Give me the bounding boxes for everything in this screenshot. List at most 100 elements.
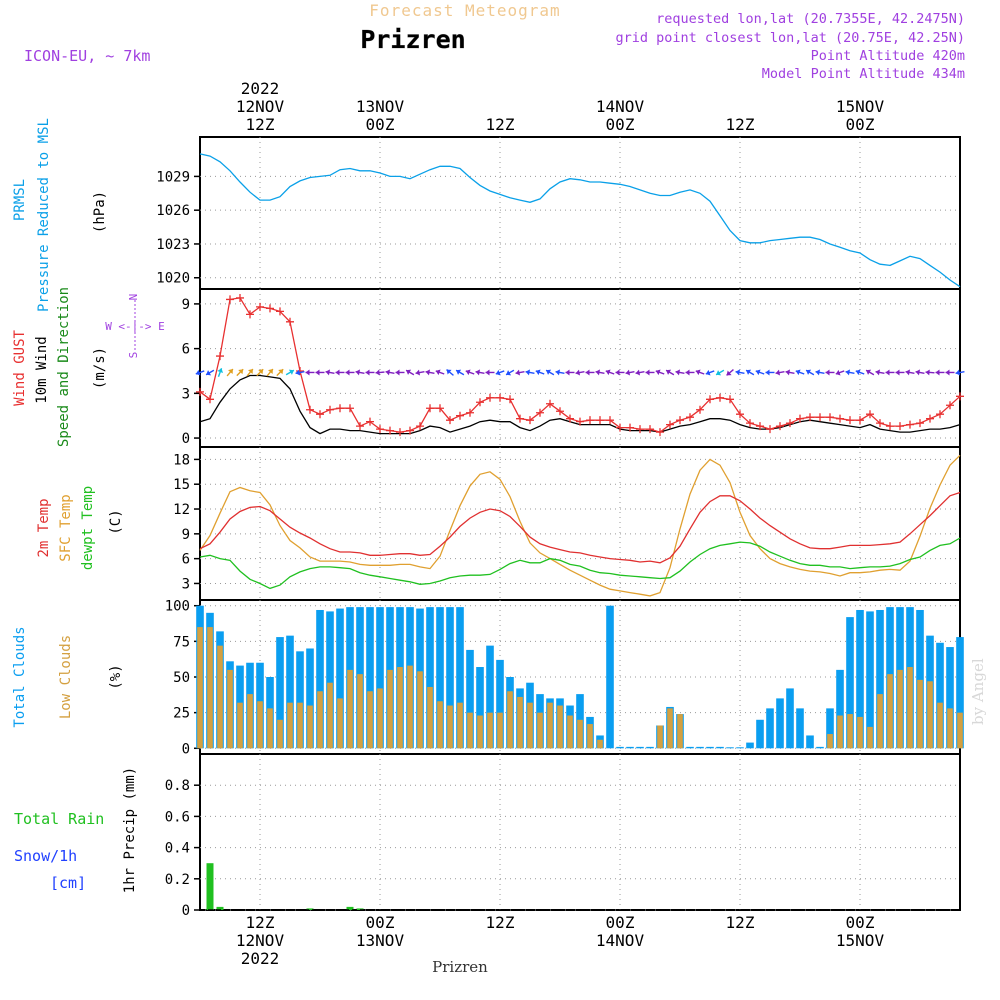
total-clouds-bar (736, 747, 744, 749)
wind-direction-arrow (395, 369, 405, 376)
wind-direction-arrow (295, 369, 305, 376)
total-clouds-bar (856, 609, 864, 749)
precip-ytick-label: 0.4 (165, 841, 190, 857)
wind-direction-arrow (785, 369, 795, 376)
wind-direction-arrow (845, 369, 855, 376)
total-clouds-bar (496, 659, 504, 749)
gust-marker (616, 423, 624, 432)
wind-direction-label: Speed and Direction (56, 287, 72, 447)
low-clouds-bar (457, 702, 463, 749)
low-clouds-bar (427, 686, 433, 749)
low-clouds-bar (417, 671, 423, 749)
wind-direction-arrow (285, 369, 295, 376)
wind-direction-arrow (365, 369, 375, 376)
wind-direction-arrow (865, 369, 875, 376)
total-clouds-bar (816, 746, 824, 749)
rain-bar (206, 863, 214, 910)
model-label: Forecast Meteogram (369, 1, 560, 20)
top-time-label: 15NOV (836, 97, 885, 116)
low-clouds-bar (407, 665, 413, 749)
low-clouds-bar (887, 674, 893, 749)
gust-marker (336, 404, 344, 413)
total-clouds-bar (366, 607, 374, 749)
temperature-ytick-label: 9 (182, 527, 190, 543)
total-clouds-bar (836, 669, 844, 749)
low-clouds-bar (487, 712, 493, 749)
low-clouds-bar (657, 725, 663, 749)
gust-marker (896, 422, 904, 431)
bottom-time-label: 15NOV (836, 931, 885, 950)
low-clouds-bar (327, 682, 333, 749)
low-clouds-bar (847, 714, 853, 749)
gust-marker (246, 310, 254, 319)
top-time-label: 14NOV (596, 97, 645, 116)
low-clouds-bar (827, 734, 833, 749)
gust-marker (866, 410, 874, 419)
total-clouds-bar (876, 609, 884, 749)
precip-axis-label: 1hr Precip (mm) (122, 767, 138, 893)
low-clouds-bar (497, 712, 503, 749)
gust-marker (646, 425, 654, 434)
clouds-panel: 0 25 50 75 100 Total Clouds Low Clouds (%) (12, 599, 964, 757)
precip-frame (199, 753, 961, 911)
total-clouds-bar (296, 651, 304, 749)
pressure-ytick-label: 1023 (156, 237, 190, 253)
gust-marker (296, 366, 304, 375)
low-clouds-bar (357, 674, 363, 749)
total-rain-label: Total Rain (14, 810, 104, 828)
wind-direction-arrow (695, 369, 705, 376)
wind-direction-arrow (345, 369, 355, 376)
wind-direction-arrow (226, 368, 234, 377)
total-clouds-bar (286, 635, 294, 749)
total-clouds-bar (726, 747, 734, 749)
pressure-ytick-label: 1026 (156, 203, 190, 219)
bottom-time-label: 12Z (246, 913, 275, 932)
low-clouds-bar (377, 688, 383, 749)
dewpt-temp-label: dewpt Temp (80, 486, 96, 570)
top-time-label: 13NOV (356, 97, 405, 116)
gust-marker (856, 416, 864, 425)
low-clouds-bar (597, 739, 603, 749)
total-clouds-bar (946, 647, 954, 749)
wind-direction-arrow (276, 368, 284, 377)
gust-marker (566, 414, 574, 423)
gust-marker (426, 404, 434, 413)
wind-ytick-label: 3 (182, 386, 190, 402)
wind-direction-arrow (775, 369, 785, 376)
clouds-ytick-label: 75 (173, 634, 190, 650)
top-time-label: 12NOV (236, 97, 285, 116)
low-clouds-bar (677, 714, 683, 749)
low-clouds-bar (937, 702, 943, 749)
gust-marker (946, 401, 954, 410)
gust-marker (676, 416, 684, 425)
total-clouds-bar (376, 607, 384, 749)
total-clouds-bar (456, 607, 464, 749)
low-clouds-bar (387, 669, 393, 749)
gust-marker (546, 399, 554, 408)
pressure-ytick-label: 1020 (156, 271, 190, 287)
wind-direction-arrow (575, 369, 585, 376)
wind-direction-arrow (945, 369, 955, 376)
pressure-panel: 1020 1023 1026 1029 PRMSL Pressure Reduced to… (12, 118, 961, 312)
gust-marker (686, 413, 694, 422)
wind-panel: 0 3 6 9 Wind GUST 10m Wind Speed and Direction… (12, 287, 965, 448)
temperature-ytick-label: 18 (173, 452, 190, 468)
total-clouds-bar (936, 642, 944, 749)
info-line-1: requested lon,lat (20.7355E, 42.2475N) (656, 11, 965, 27)
bottom-time-label: 2022 (241, 949, 280, 968)
bottom-time-label: 12Z (486, 913, 515, 932)
gust-marker (766, 425, 774, 434)
wind-direction-arrow (755, 369, 765, 376)
total-clouds-bar (796, 708, 804, 749)
wind-ytick-label: 6 (182, 342, 190, 358)
gust-marker (836, 414, 844, 423)
gust-marker (786, 419, 794, 428)
wind-direction-arrow (485, 369, 495, 376)
gust-marker (606, 416, 614, 425)
wind-direction-arrow (915, 369, 925, 376)
wind-direction-arrow (585, 369, 595, 376)
wind-10m-label: 10m Wind (34, 336, 50, 403)
wind-direction-arrow (465, 369, 475, 376)
low-clouds-bar (547, 702, 553, 749)
